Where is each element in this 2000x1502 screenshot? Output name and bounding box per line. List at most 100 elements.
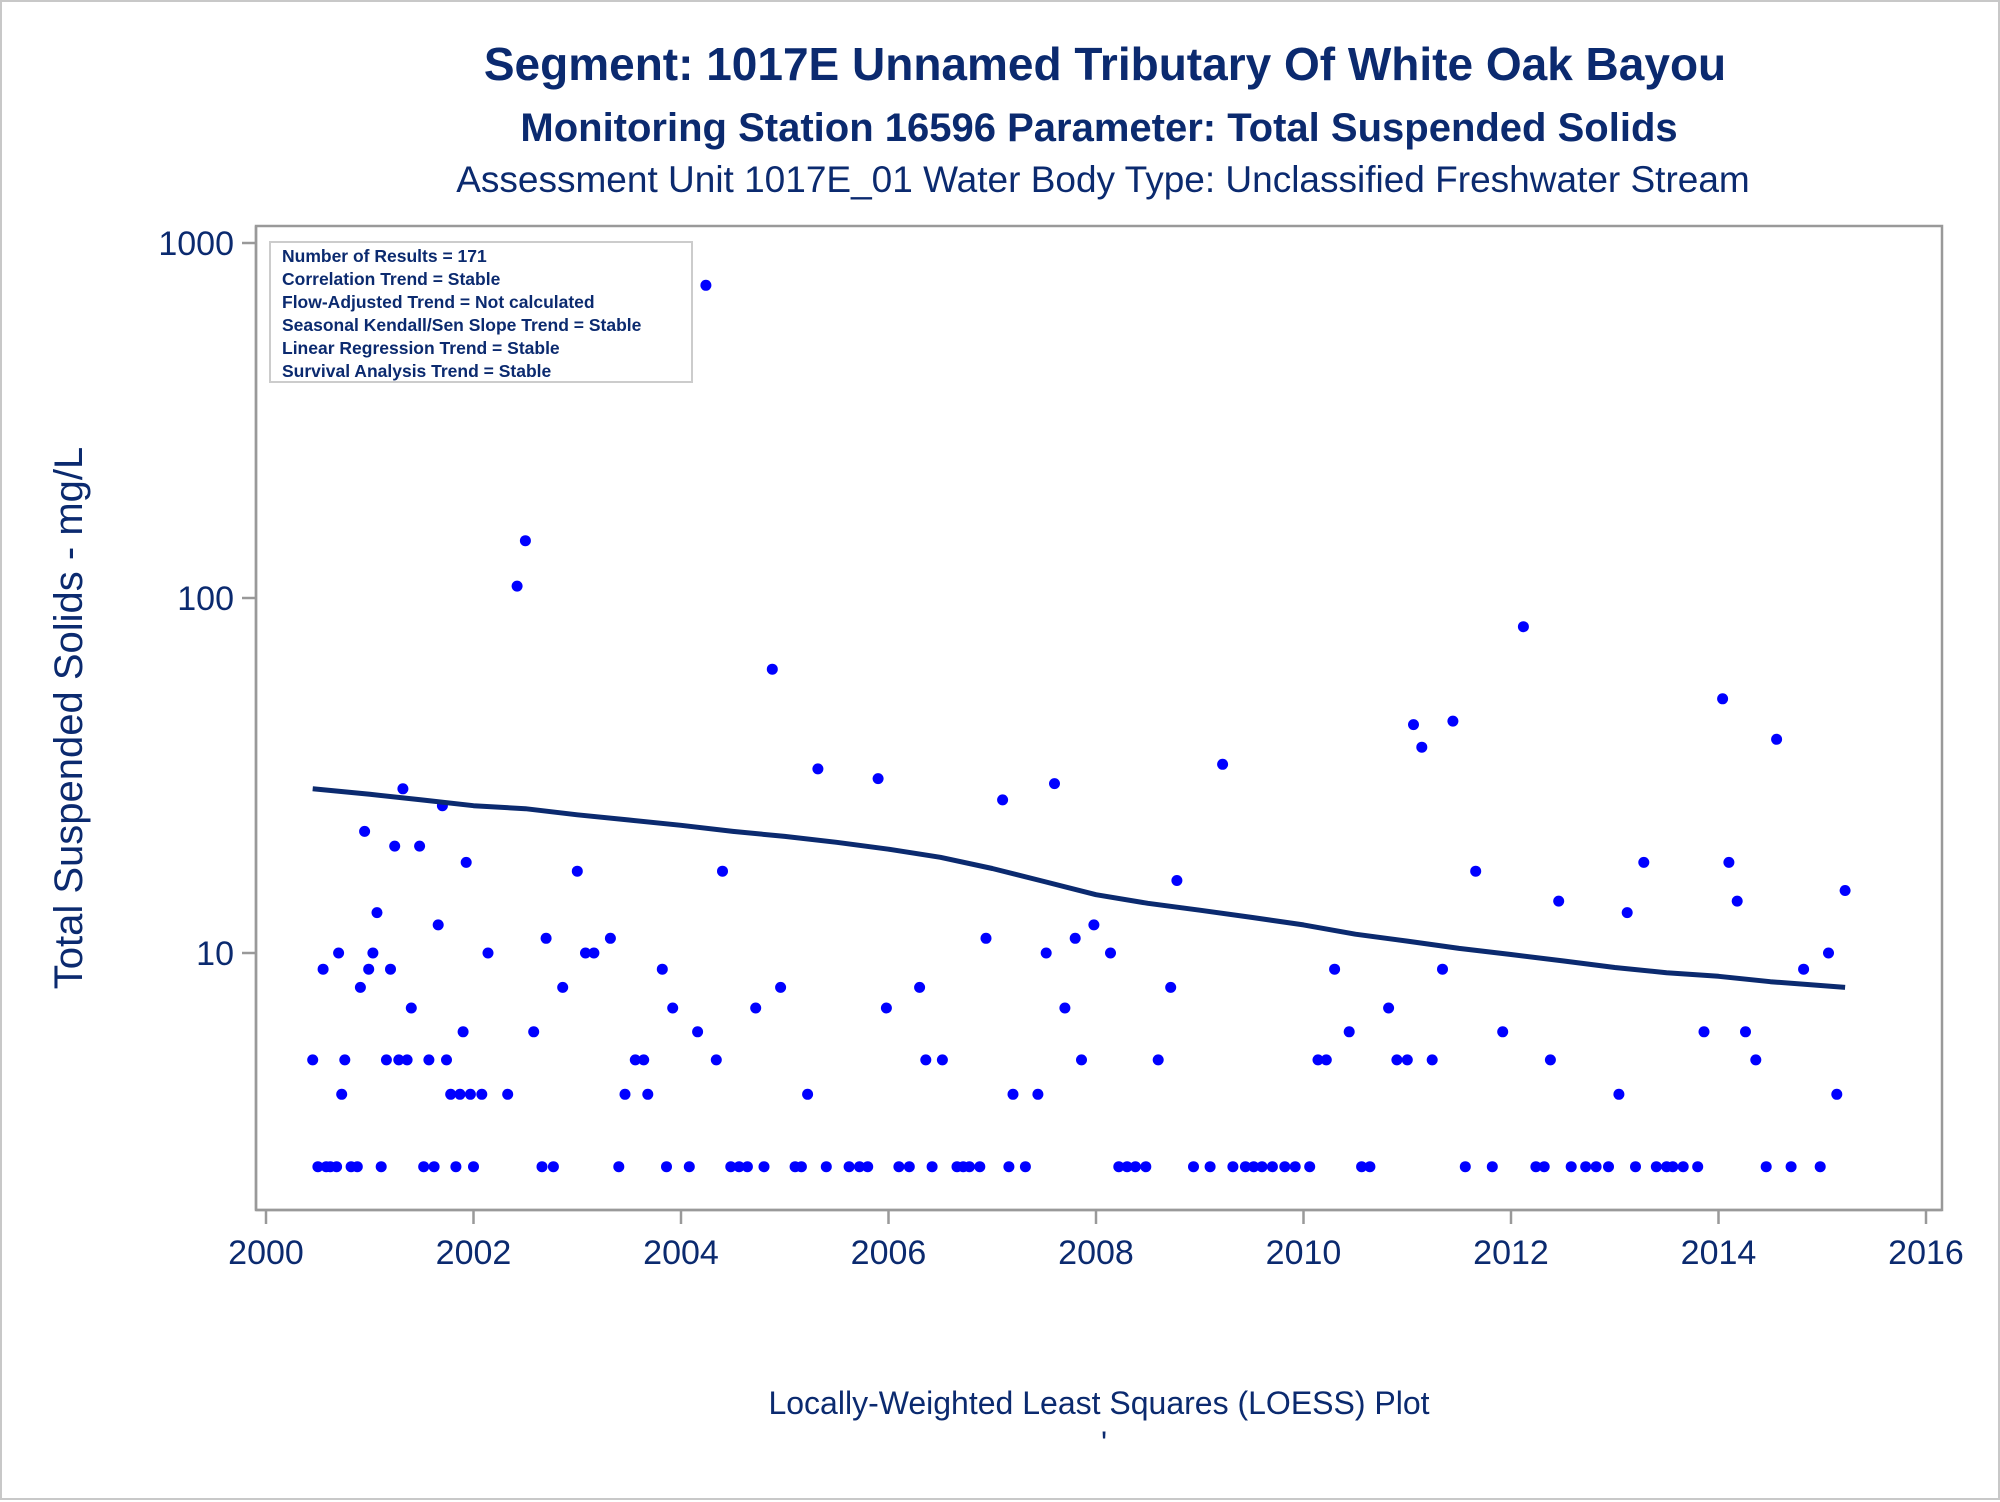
- data-point: [1723, 856, 1735, 868]
- data-point: [1266, 1161, 1278, 1173]
- data-point: [710, 1054, 722, 1066]
- data-point: [1383, 1002, 1395, 1014]
- data-point: [540, 932, 552, 944]
- data-point: [980, 932, 992, 944]
- data-point: [717, 865, 728, 877]
- data-point: [1248, 1161, 1260, 1173]
- data-point: [375, 1161, 387, 1173]
- data-point: [1544, 1054, 1556, 1066]
- chart-subtitle-1: Monitoring Station 16596 Parameter: Tota…: [520, 106, 1677, 150]
- data-point: [642, 1088, 654, 1100]
- data-point: [604, 932, 616, 944]
- data-point: [1121, 1161, 1133, 1173]
- data-point: [766, 663, 778, 675]
- data-point: [656, 963, 668, 975]
- data-point: [397, 783, 409, 795]
- data-point: [1839, 885, 1851, 896]
- data-point: [1408, 719, 1419, 731]
- data-point: [371, 907, 383, 919]
- data-point: [457, 1026, 469, 1038]
- data-point: [1638, 856, 1650, 868]
- data-point: [700, 279, 712, 291]
- data-point: [464, 1088, 476, 1100]
- data-point: [339, 1054, 351, 1066]
- data-point: [1823, 947, 1834, 959]
- data-point: [1497, 1026, 1509, 1038]
- data-point: [557, 981, 569, 993]
- data-point: [936, 1054, 948, 1066]
- data-point: [1069, 932, 1081, 944]
- data-point: [1517, 621, 1529, 633]
- data-point: [1304, 1161, 1316, 1173]
- data-point: [1785, 1161, 1797, 1173]
- data-point: [926, 1161, 938, 1173]
- footer-mark: ': [1101, 1425, 1107, 1461]
- data-point: [795, 1161, 807, 1173]
- data-point: [1165, 981, 1177, 993]
- data-point: [428, 1161, 440, 1173]
- data-point: [725, 1161, 737, 1173]
- data-point: [661, 1161, 672, 1173]
- data-point: [432, 919, 444, 931]
- data-point: [389, 840, 401, 852]
- data-point: [893, 1161, 905, 1173]
- data-point: [1391, 1054, 1403, 1066]
- data-point: [854, 1161, 865, 1173]
- data-point: [1113, 1161, 1125, 1173]
- data-point: [460, 856, 472, 868]
- data-point: [1731, 895, 1743, 907]
- data-point: [1750, 1054, 1762, 1066]
- x-tick-label: 2014: [1681, 1234, 1757, 1272]
- x-tick-label: 2000: [228, 1234, 304, 1272]
- data-point: [629, 1054, 641, 1066]
- data-point: [1171, 875, 1183, 886]
- data-point: [1343, 1026, 1355, 1038]
- data-point: [733, 1161, 745, 1173]
- data-point: [1437, 963, 1448, 975]
- data-point: [331, 1161, 343, 1173]
- data-point: [1650, 1161, 1662, 1173]
- data-point: [775, 981, 787, 993]
- data-point: [380, 1054, 392, 1066]
- data-point: [812, 763, 824, 775]
- data-points: [307, 279, 1851, 1173]
- data-point: [862, 1161, 874, 1173]
- data-point: [903, 1161, 915, 1173]
- data-point: [1040, 947, 1052, 959]
- data-point: [619, 1088, 631, 1100]
- data-point: [367, 947, 379, 959]
- data-point: [1217, 758, 1229, 770]
- data-point: [963, 1161, 975, 1173]
- data-point: [502, 1088, 514, 1100]
- data-point: [468, 1161, 479, 1173]
- data-point: [1621, 907, 1633, 919]
- data-point: [528, 1026, 540, 1038]
- data-point: [1416, 741, 1428, 753]
- data-point: [1798, 963, 1810, 975]
- data-point: [1204, 1161, 1216, 1173]
- data-point: [1470, 865, 1482, 877]
- data-point: [1239, 1161, 1251, 1173]
- data-point: [1553, 895, 1565, 907]
- summary-line-correlation: Correlation Trend = Stable: [282, 269, 501, 289]
- data-point: [974, 1161, 986, 1173]
- data-point: [1003, 1161, 1015, 1173]
- data-point: [1565, 1161, 1577, 1173]
- data-point: [1677, 1161, 1689, 1173]
- data-point: [880, 1002, 892, 1014]
- data-point: [482, 947, 494, 959]
- data-point: [1105, 947, 1116, 959]
- data-point: [441, 1054, 452, 1066]
- footer-caption: Locally-Weighted Least Squares (LOESS) P…: [768, 1385, 1429, 1421]
- x-tick-label: 2016: [1888, 1234, 1964, 1272]
- data-point: [336, 1088, 348, 1100]
- data-point: [1059, 1002, 1071, 1014]
- data-point: [692, 1026, 704, 1038]
- data-point: [997, 794, 1009, 806]
- data-point: [613, 1161, 625, 1173]
- data-point: [354, 981, 366, 993]
- data-point: [1814, 1161, 1826, 1173]
- y-tick-label: 10: [196, 935, 234, 973]
